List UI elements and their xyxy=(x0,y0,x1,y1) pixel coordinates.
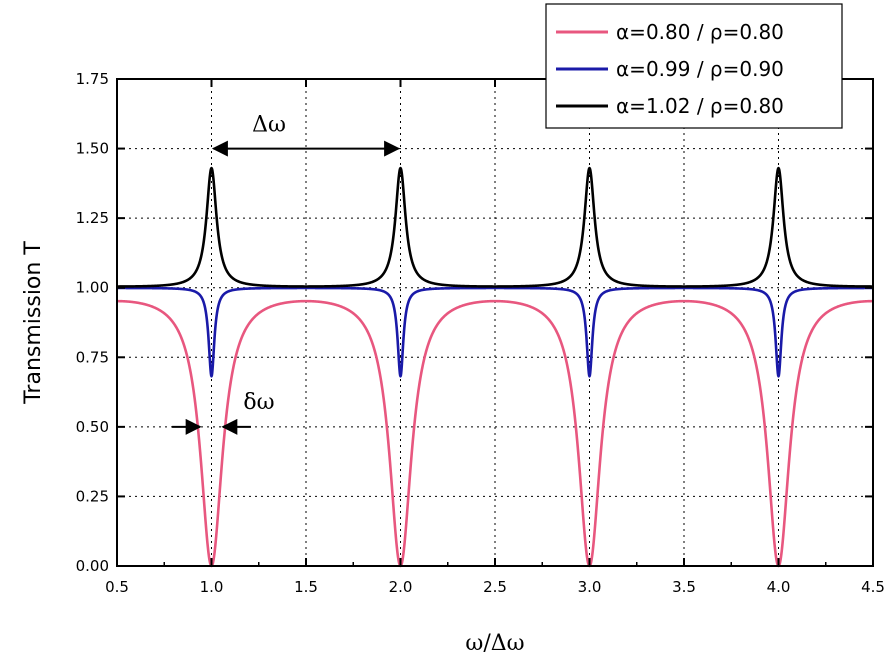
y-tick-label: 1.25 xyxy=(76,209,109,227)
small-delta-omega-label: δω xyxy=(243,390,274,415)
x-tick-label: 4.5 xyxy=(861,578,885,596)
series-line-1 xyxy=(116,299,874,568)
x-axis-title: ω/Δω xyxy=(465,631,524,656)
x-tick-label: 1.0 xyxy=(200,578,224,596)
annotations: Δω δω xyxy=(172,113,401,435)
ticks: 0.5 1.0 1.5 2.0 2.5 3.0 3.5 4.0 4.5 0.00 0.25 0.50 0… xyxy=(76,70,885,596)
x-tick-label: 2.5 xyxy=(483,578,507,596)
y-tick-label: 0.75 xyxy=(76,348,109,366)
x-tick-label: 3.5 xyxy=(672,578,696,596)
grid xyxy=(117,79,873,566)
x-tick-label: 0.5 xyxy=(105,578,129,596)
x-tick-label: 4.0 xyxy=(767,578,791,596)
y-tick-label: 1.50 xyxy=(76,140,109,158)
x-tick-label: 2.0 xyxy=(389,578,413,596)
y-tick-label: 0.50 xyxy=(76,418,109,436)
legend-label-3: α=1.02 / ρ=0.80 xyxy=(616,94,784,118)
x-tick-label: 1.5 xyxy=(294,578,318,596)
y-axis-title: Transmission T xyxy=(21,241,46,405)
series-line-2 xyxy=(116,286,874,378)
y-tick-label: 1.75 xyxy=(76,70,109,88)
x-tick-label: 3.0 xyxy=(578,578,602,596)
y-tick-label: 0.25 xyxy=(76,487,109,505)
delta-omega-label: Δω xyxy=(252,113,286,138)
y-tick-label: 1.00 xyxy=(76,279,109,297)
y-tick-label: 0.00 xyxy=(76,557,109,575)
legend-label-1: α=0.80 / ρ=0.80 xyxy=(616,20,784,44)
series-line-3 xyxy=(116,166,874,288)
legend: α=0.80 / ρ=0.80 α=0.99 / ρ=0.90 α=1.02 / ρ… xyxy=(545,3,843,129)
legend-label-2: α=0.99 / ρ=0.90 xyxy=(616,57,784,81)
series-layer xyxy=(116,166,874,568)
